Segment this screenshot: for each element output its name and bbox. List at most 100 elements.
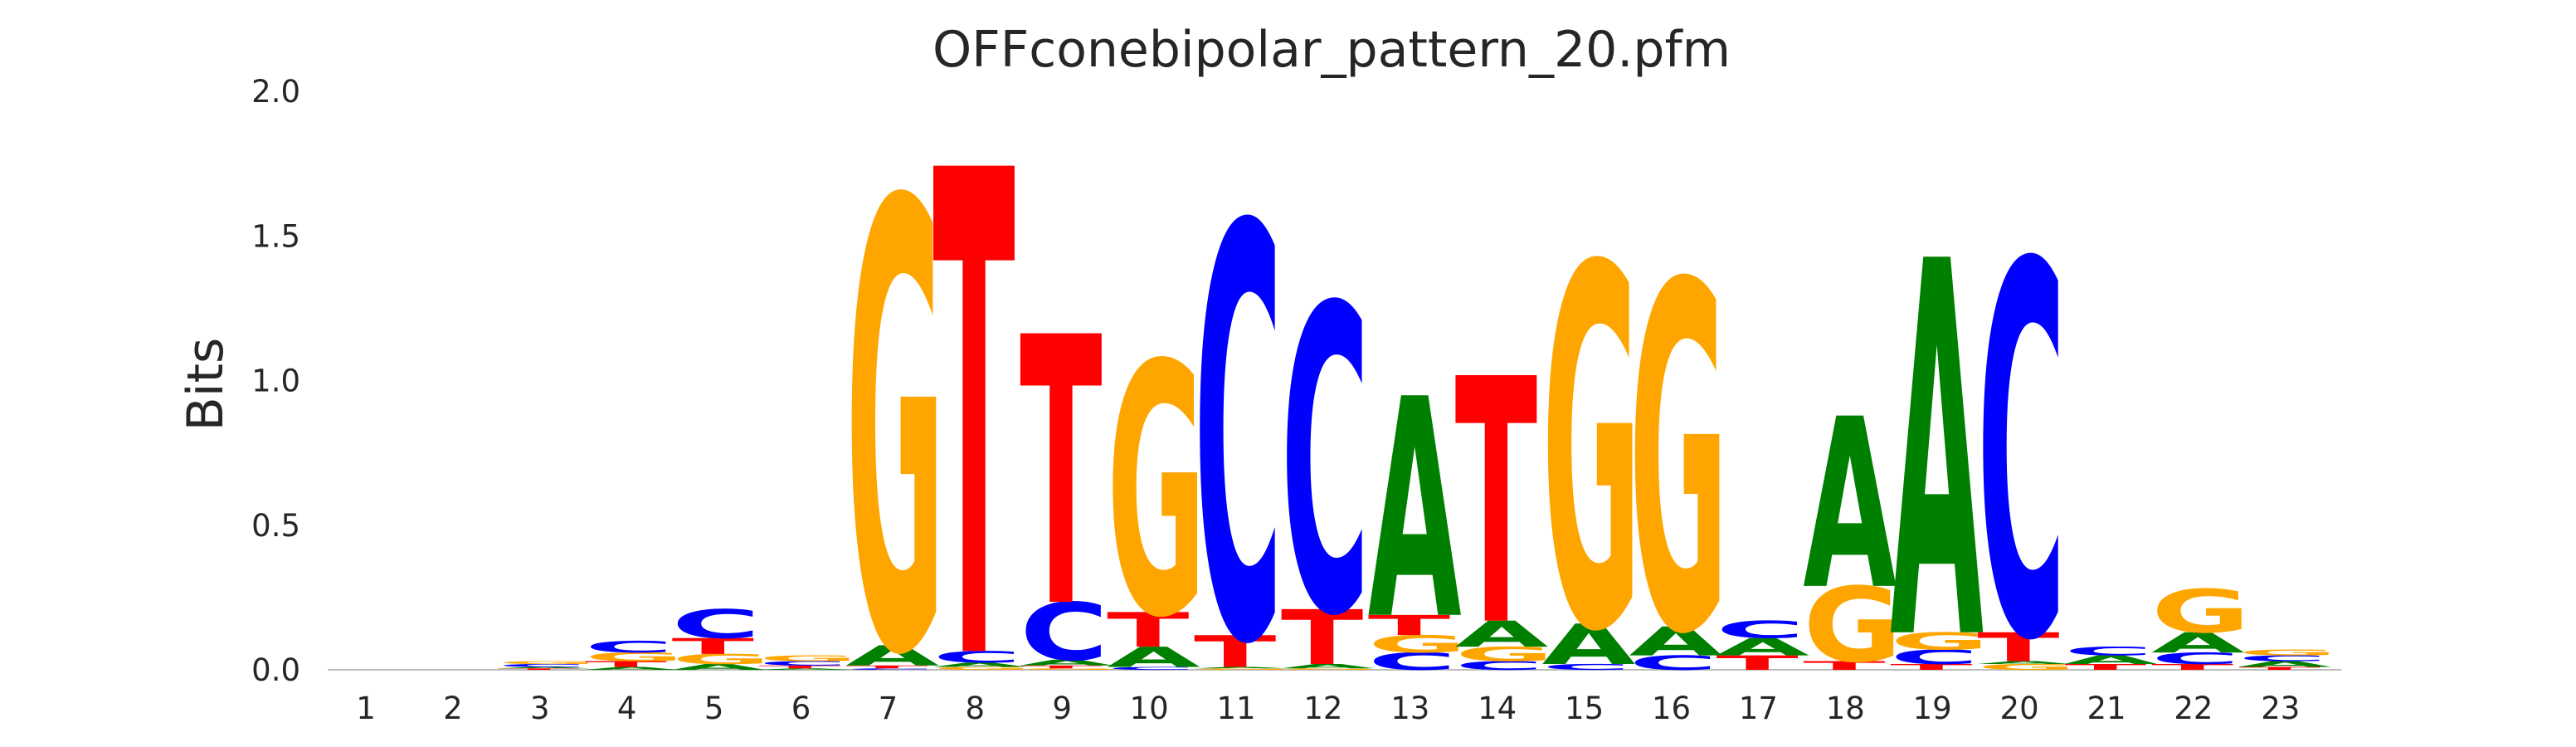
logo-letter-a: A [1194, 666, 1288, 669]
logo-letter-t: T [1803, 659, 1886, 673]
logo-letter-a: A [498, 666, 592, 669]
logo-letter-c: C [1368, 648, 1457, 676]
logo-letter-c: C [845, 668, 934, 671]
x-tick-label: 20 [2000, 691, 2039, 726]
logo-letter-a: A [1803, 369, 1897, 642]
logo-letter-t: T [1368, 609, 1450, 642]
x-tick-label: 9 [1052, 691, 1072, 726]
logo-letter-c: C [1890, 646, 1979, 669]
logo-letter-c: C [672, 601, 761, 647]
logo-letter-a: A [845, 640, 939, 672]
logo-letter-a: A [1629, 618, 1723, 665]
logo-letter-c: C [1716, 616, 1804, 643]
logo-letter-t: T [498, 668, 580, 671]
logo-letter-g: G [1803, 565, 1902, 686]
logo-letter-t: T [1890, 662, 1972, 671]
y-axis-ticks: 0.0 0.5 1.0 1.5 2.0 [251, 74, 300, 688]
logo-letter-c: C [1542, 662, 1631, 671]
logo-letter-c: C [1020, 587, 1108, 679]
logo-letter-t: T [1281, 594, 1364, 682]
logo-letter-a: A [2064, 653, 2158, 667]
logo-letter-a: A [1977, 661, 2071, 666]
logo-letter-g: G [498, 661, 597, 666]
x-tick-label: 14 [1478, 691, 1517, 726]
logo-letter-c: C [1629, 652, 1718, 675]
x-tick-label: 18 [1826, 691, 1865, 726]
logo-letter-g: G [759, 654, 859, 663]
logo-letter-t: T [1977, 624, 2059, 671]
logo-letter-t: T [1020, 260, 1103, 689]
logo-letter-g: G [845, 76, 945, 747]
logo-letter-t: T [1455, 308, 1538, 701]
y-tick-label: 0.0 [251, 652, 300, 688]
logo-letter-g: G [2151, 578, 2251, 647]
logo-letter-t: T [2238, 666, 2320, 671]
x-tick-label: 6 [791, 691, 811, 726]
x-tick-label: 17 [1739, 691, 1778, 726]
logo-letter-a: A [1107, 642, 1200, 674]
logo-letter-g: G [1368, 631, 1468, 658]
logo-letter-g: G [1629, 185, 1729, 739]
x-tick-label: 15 [1565, 691, 1604, 726]
logo-letter-c: C [1977, 159, 2066, 747]
logo-letter-g: G [1977, 662, 2077, 671]
x-tick-label: 21 [2087, 691, 2126, 726]
logo-letter-a: A [2238, 660, 2332, 669]
logo-letter-a: A [1542, 613, 1636, 677]
logo-letter-t: T [845, 665, 928, 670]
x-tick-label: 3 [530, 691, 550, 726]
logo-letter-a: A [933, 662, 1026, 668]
logo-letter-t: T [672, 634, 754, 660]
logo-letter-a: A [1716, 633, 1809, 661]
chart-title: OFFconebipolar_pattern_20.pfm [933, 21, 1731, 79]
logo-letter-g: G [933, 666, 1032, 671]
x-tick-label: 8 [966, 691, 986, 726]
logo-letter-c: C [1107, 666, 1195, 671]
logo-letter-a: A [2151, 627, 2245, 659]
logo-letter-a: A [1368, 336, 1463, 687]
logo-letter-a: A [759, 668, 853, 671]
x-tick-label: 5 [704, 691, 724, 726]
y-tick-label: 1.0 [251, 364, 300, 399]
logo-letter-a: A [1455, 614, 1549, 656]
logo-letter-g: G [2238, 648, 2338, 657]
logo-letter-c: C [1281, 219, 1370, 709]
logo-letter-t: T [759, 665, 841, 670]
y-tick-label: 1.5 [251, 218, 300, 254]
logo-letter-t: T [933, 33, 1015, 747]
x-tick-label: 11 [1216, 691, 1255, 726]
logo-letter-c: C [2238, 654, 2327, 663]
x-tick-label: 2 [443, 691, 463, 726]
logo-letter-a: A [1890, 156, 1984, 747]
y-axis-label: Bits [177, 338, 235, 432]
logo-letter-g: G [1890, 627, 1989, 655]
logo-letter-c: C [2151, 649, 2240, 667]
logo-letter-t: T [1020, 665, 1102, 670]
x-tick-label: 16 [1652, 691, 1691, 726]
logo-letter-t: T [1194, 627, 1277, 677]
logo-letter-c: C [498, 663, 587, 668]
x-tick-label: 22 [2174, 691, 2213, 726]
logo-letter-g: G [1455, 642, 1555, 666]
logo-letter-c: C [1455, 659, 1544, 673]
x-axis-ticks: 1 2 3 4 5 6 7 8 9 10 11 12 13 14 15 16 17 18 19 20 21 22 23 [356, 691, 2300, 726]
logo-letter-t: T [2064, 662, 2146, 671]
x-tick-label: 12 [1303, 691, 1342, 726]
logo-letter-g: G [1107, 293, 1206, 694]
y-tick-label: 0.5 [251, 508, 300, 544]
logo-letter-a: A [585, 666, 679, 671]
logo-letter-c: C [759, 660, 848, 666]
y-tick-label: 2.0 [251, 74, 300, 110]
logo-letter-c: C [1194, 110, 1283, 747]
x-tick-label: 19 [1913, 691, 1952, 726]
logo-letter-a: A [672, 662, 766, 671]
x-tick-label: 4 [617, 691, 637, 726]
logo-letter-t: T [585, 660, 667, 669]
logo-letter-a: A [1020, 658, 1113, 667]
logo-letter-c: C [585, 637, 674, 656]
logo-letter-g: G [1281, 668, 1381, 671]
logo-letter-g: G [1542, 165, 1642, 741]
logo-letter-g: G [1020, 668, 1119, 671]
